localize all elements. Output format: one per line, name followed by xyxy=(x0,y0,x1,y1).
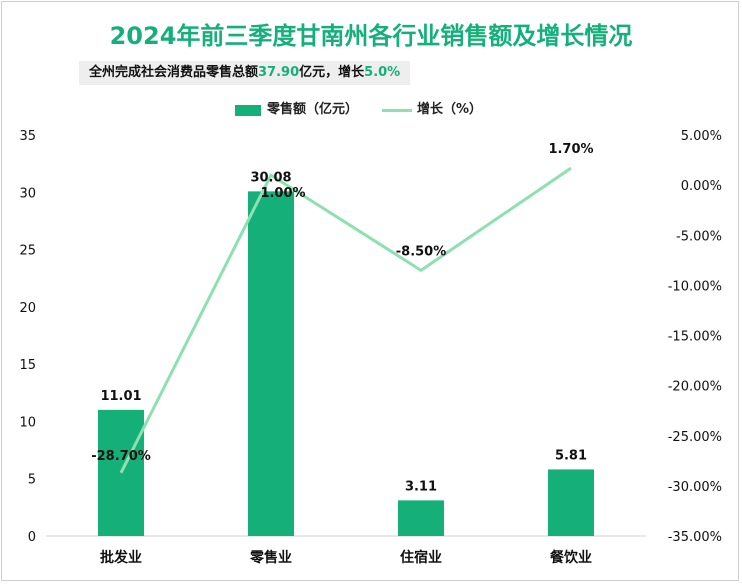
left-axis-tick-label: 15 xyxy=(19,358,36,373)
category-label: 餐饮业 xyxy=(549,549,592,566)
bar-value-label: 30.08 xyxy=(250,170,291,185)
bar-1 xyxy=(248,191,294,536)
left-axis-tick-label: 5 xyxy=(28,473,36,488)
summary-growth: 5.0% xyxy=(364,65,401,80)
left-axis-tick-label: 25 xyxy=(19,244,36,259)
legend-bar-label: 零售额（亿元） xyxy=(267,102,359,117)
growth-value-label: -28.70% xyxy=(91,449,151,464)
right-axis-tick-label: -15.00% xyxy=(668,330,722,345)
left-axis-tick-label: 30 xyxy=(19,186,36,201)
right-axis-tick-label: -5.00% xyxy=(676,229,722,244)
bar-2 xyxy=(398,500,444,536)
right-axis-tick-label: -20.00% xyxy=(668,380,722,395)
right-axis-tick-label: -30.00% xyxy=(668,480,722,495)
bar-value-label: 3.11 xyxy=(405,479,437,494)
bar-0 xyxy=(98,409,144,536)
summary-middle: 亿元，增长 xyxy=(299,65,365,80)
right-axis-tick-label: -10.00% xyxy=(668,279,722,294)
left-axis-tick-label: 10 xyxy=(19,415,36,430)
right-axis-tick-label: -25.00% xyxy=(668,430,722,445)
growth-value-label: 1.70% xyxy=(548,142,593,157)
legend: 零售额（亿元） 增长（%） xyxy=(0,99,742,121)
chart-title: 2024年前三季度甘南州各行业销售额及增长情况 xyxy=(109,22,633,50)
legend-line-swatch xyxy=(382,109,412,112)
growth-line xyxy=(119,166,572,474)
summary-prefix: 全州完成社会消费品零售总额 xyxy=(89,65,259,80)
right-axis-tick-label: 5.00% xyxy=(681,129,722,144)
legend-line-label: 增长（%） xyxy=(417,102,483,117)
bar-value-label: 5.81 xyxy=(555,448,587,463)
right-axis-tick-label: 0.00% xyxy=(681,179,722,194)
right-axis-tick-label: -35.00% xyxy=(668,530,722,545)
left-axis-tick-label: 0 xyxy=(28,530,36,545)
bar-3 xyxy=(548,469,594,536)
left-axis-tick-label: 35 xyxy=(19,129,36,144)
growth-value-label: -8.50% xyxy=(396,244,447,259)
left-axis-tick-label: 20 xyxy=(19,301,36,316)
growth-value-label: 1.00% xyxy=(260,186,305,201)
summary-total: 37.90 xyxy=(258,65,300,80)
category-label: 住宿业 xyxy=(400,549,442,566)
category-label: 零售业 xyxy=(249,549,292,566)
summary-box: 全州完成社会消费品零售总额37.90亿元，增长5.0% xyxy=(79,61,411,85)
legend-bar-swatch xyxy=(235,105,261,116)
bar-value-label: 11.01 xyxy=(100,389,141,404)
category-label: 批发业 xyxy=(100,549,142,566)
